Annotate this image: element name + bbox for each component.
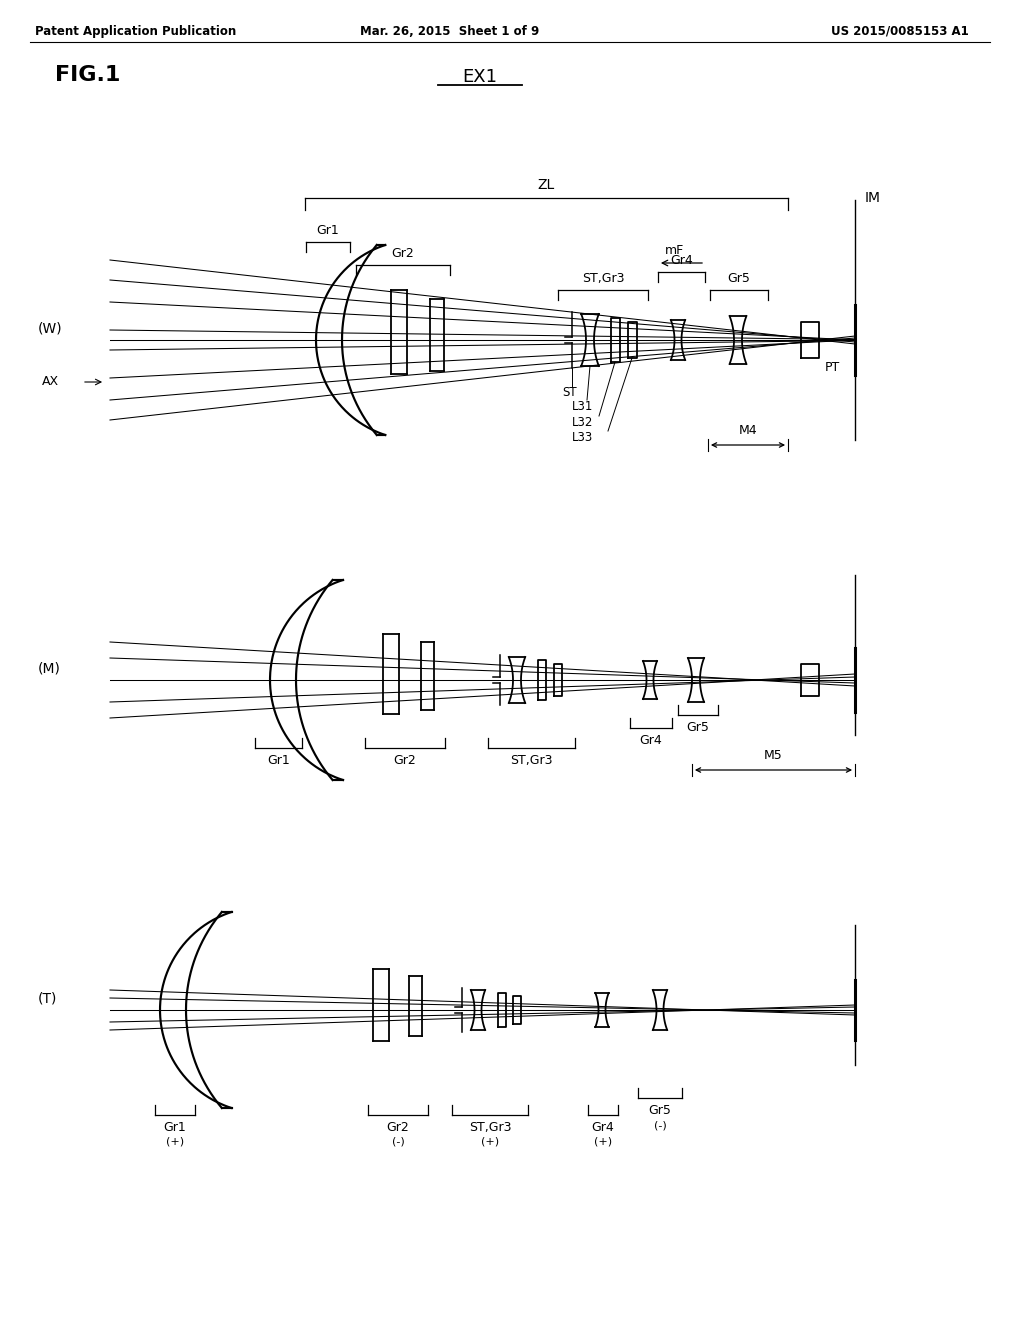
Text: IM: IM	[865, 191, 881, 205]
Text: Gr1: Gr1	[164, 1121, 186, 1134]
Text: EX1: EX1	[463, 69, 498, 86]
Text: FIG.1: FIG.1	[55, 65, 121, 84]
Text: (M): (M)	[38, 661, 60, 675]
Text: L33: L33	[572, 432, 593, 444]
Text: Gr4: Gr4	[640, 734, 663, 747]
Text: US 2015/0085153 A1: US 2015/0085153 A1	[831, 25, 969, 38]
Text: (+): (+)	[166, 1137, 184, 1147]
Text: L31: L31	[572, 400, 593, 413]
Text: (-): (-)	[391, 1137, 404, 1147]
Text: (W): (W)	[38, 321, 62, 335]
Text: PT: PT	[825, 362, 841, 375]
Text: Gr2: Gr2	[387, 1121, 410, 1134]
Text: Gr4: Gr4	[592, 1121, 614, 1134]
Text: ST,Gr3: ST,Gr3	[582, 272, 625, 285]
Text: L32: L32	[572, 416, 593, 429]
Text: (+): (+)	[594, 1137, 612, 1147]
Text: Gr5: Gr5	[648, 1104, 672, 1117]
Text: ST,Gr3: ST,Gr3	[510, 754, 553, 767]
Text: Gr4: Gr4	[670, 253, 693, 267]
Text: Gr5: Gr5	[686, 721, 710, 734]
Text: ZL: ZL	[538, 178, 555, 191]
Text: mF: mF	[665, 243, 684, 256]
Text: Patent Application Publication: Patent Application Publication	[35, 25, 237, 38]
Text: AX: AX	[42, 375, 59, 388]
Text: (+): (+)	[481, 1137, 499, 1147]
Text: (-): (-)	[653, 1119, 667, 1130]
Text: ST: ST	[562, 385, 577, 399]
Text: Mar. 26, 2015  Sheet 1 of 9: Mar. 26, 2015 Sheet 1 of 9	[360, 25, 540, 38]
Text: Gr2: Gr2	[393, 754, 417, 767]
Text: Gr2: Gr2	[391, 247, 415, 260]
Text: M4: M4	[738, 424, 758, 437]
Text: M5: M5	[764, 748, 782, 762]
Text: Gr1: Gr1	[316, 224, 339, 238]
Text: ST,Gr3: ST,Gr3	[469, 1121, 511, 1134]
Text: Gr5: Gr5	[728, 272, 751, 285]
Text: Gr1: Gr1	[267, 754, 290, 767]
Text: (T): (T)	[38, 991, 57, 1005]
